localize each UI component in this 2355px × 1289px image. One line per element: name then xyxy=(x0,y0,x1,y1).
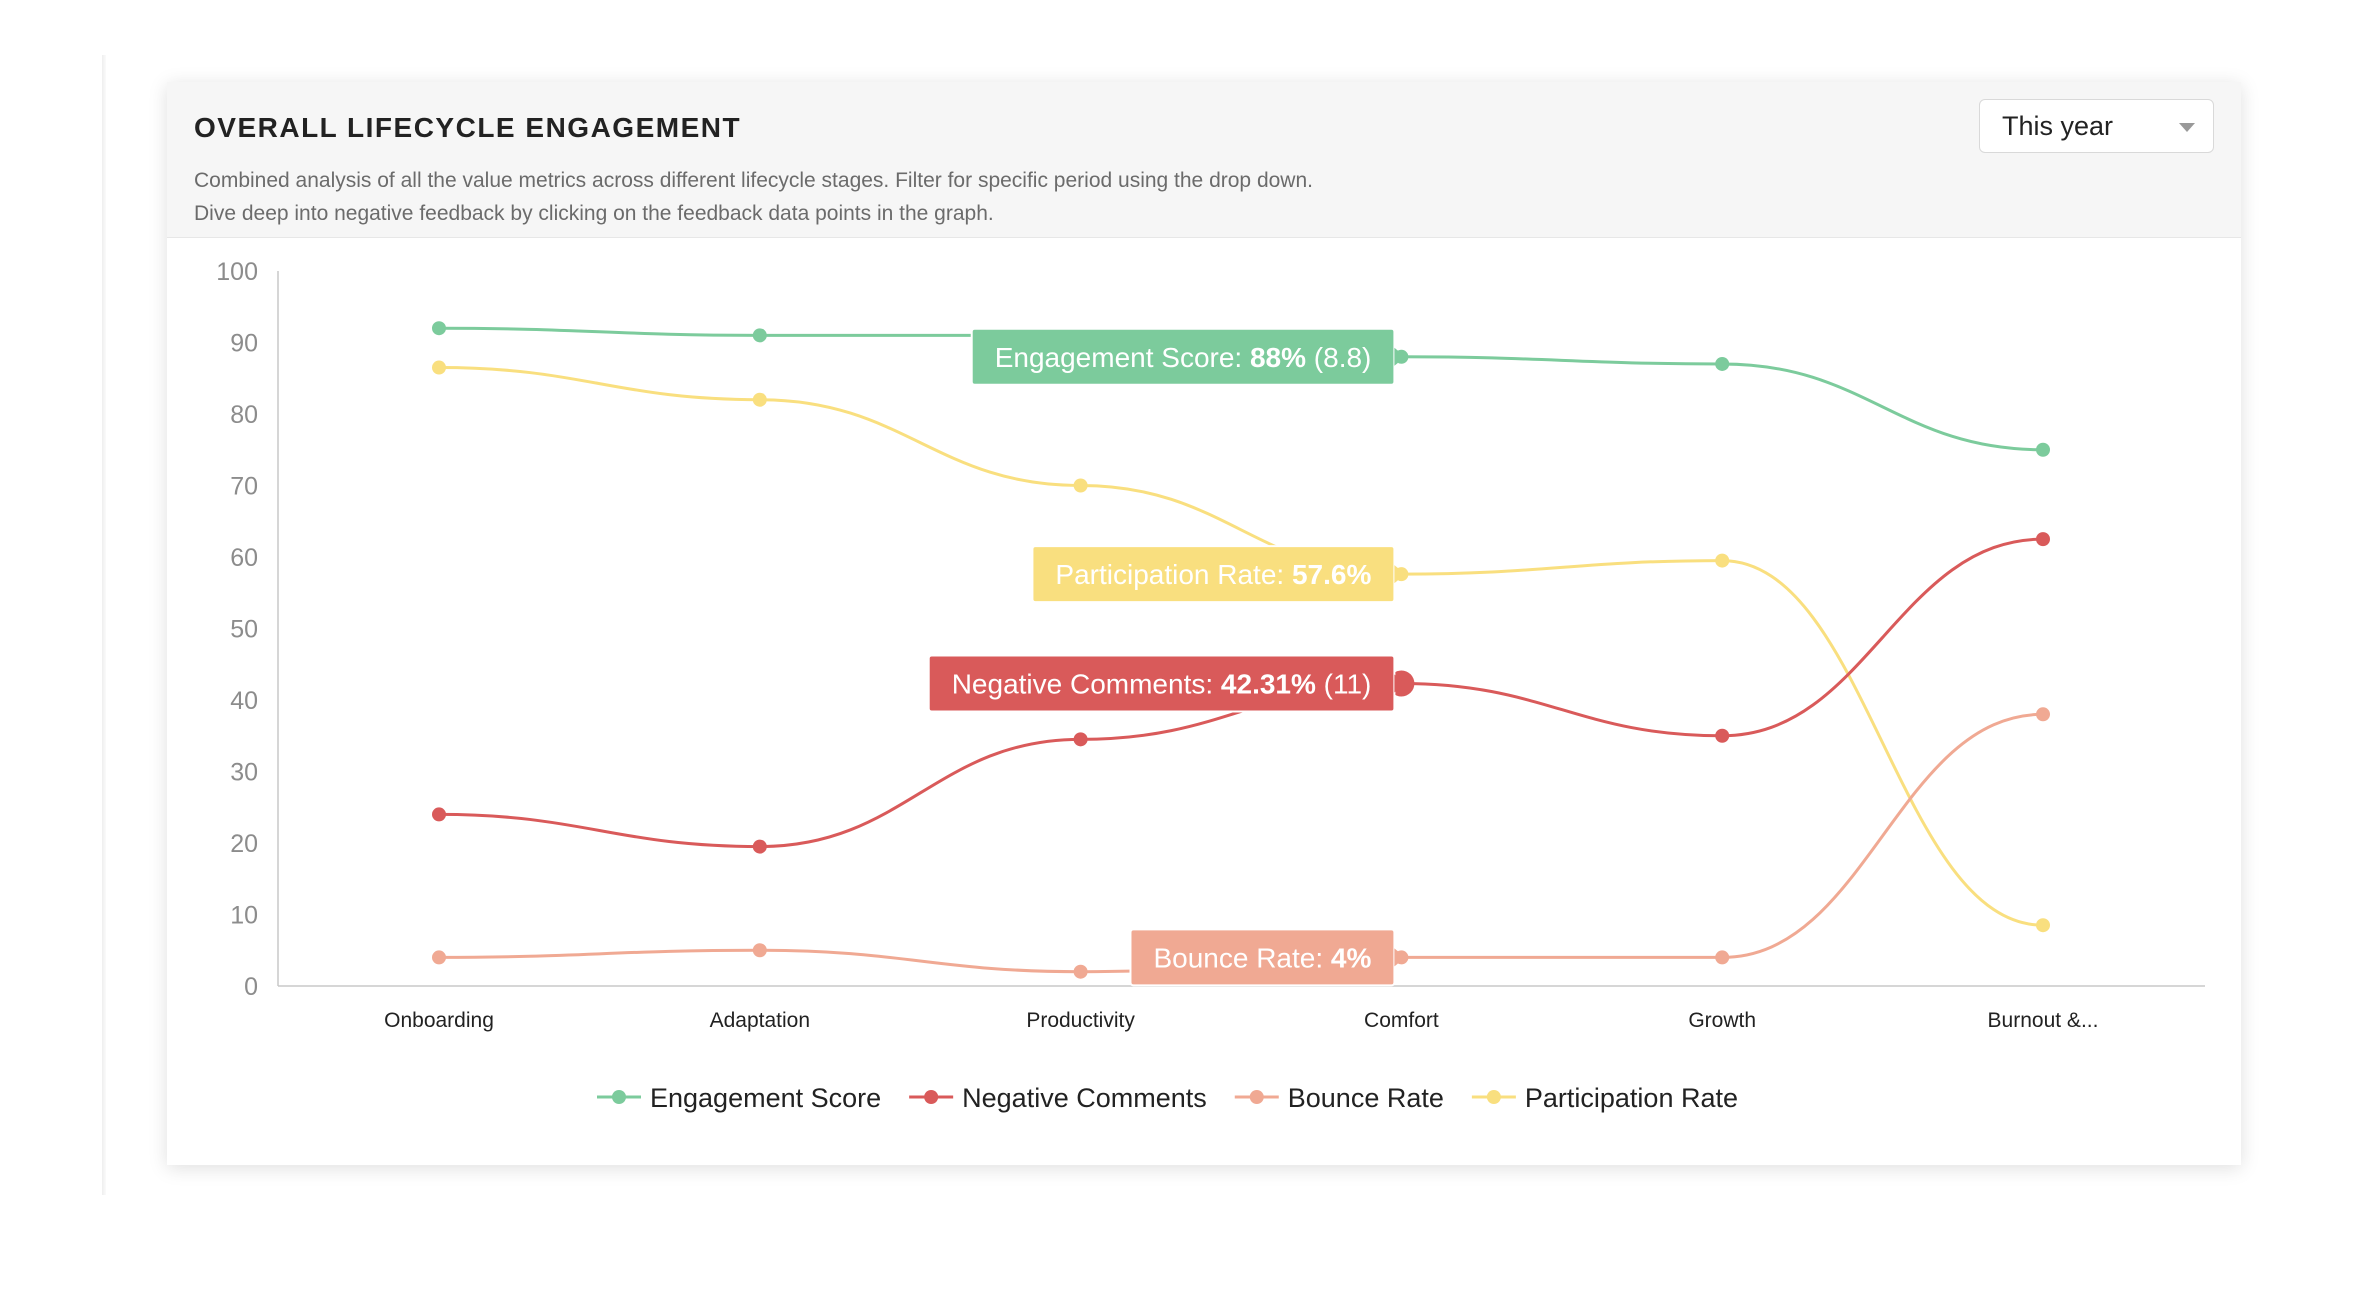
y-tick-label: 60 xyxy=(230,544,258,572)
tooltip-label: Participation Rate: xyxy=(1055,559,1292,590)
card-header: OVERALL LIFECYCLE ENGAGEMENT Combined an… xyxy=(167,82,2241,238)
data-point xyxy=(1715,553,1730,568)
data-point[interactable] xyxy=(1715,728,1730,743)
data-point xyxy=(1715,356,1730,371)
y-tick-label: 0 xyxy=(244,973,258,1001)
x-tick-label: Productivity xyxy=(1026,1009,1135,1032)
y-tick-label: 90 xyxy=(230,330,258,358)
tooltip-text: Engagement Score: 88% (8.8) xyxy=(995,342,1372,373)
card-description: Combined analysis of all the value metri… xyxy=(194,164,1313,230)
period-select-value: This year xyxy=(2002,111,2114,141)
tooltip-label: Engagement Score: xyxy=(995,342,1250,373)
legend-item[interactable]: Engagement Score xyxy=(597,1083,881,1113)
legend-item[interactable]: Bounce Rate xyxy=(1234,1083,1444,1113)
tooltip-value: 57.6% xyxy=(1292,559,1371,590)
legend-item[interactable]: Negative Comments xyxy=(909,1083,1207,1113)
legend-item[interactable]: Participation Rate xyxy=(1471,1083,1738,1113)
data-point xyxy=(2036,442,2050,457)
legend-marker-icon xyxy=(612,1090,626,1104)
legend-marker-icon xyxy=(924,1090,939,1104)
y-tick-label: 100 xyxy=(216,258,258,286)
y-tick-label: 20 xyxy=(230,830,258,858)
tooltip: Engagement Score: 88% (8.8) xyxy=(970,327,1406,386)
tooltip: Bounce Rate: 4% xyxy=(1129,928,1406,987)
x-tick-label: Adaptation xyxy=(710,1009,810,1032)
data-point xyxy=(1715,950,1730,965)
tooltip-extra: (11) xyxy=(1316,668,1372,699)
tooltip-text: Negative Comments: 42.31% (11) xyxy=(952,668,1372,699)
y-axis-ticks: 0 10 20 30 40 50 60 70 80 90 100 xyxy=(216,258,258,1001)
tooltip-text: Bounce Rate: 4% xyxy=(1153,942,1371,973)
y-tick-label: 80 xyxy=(230,401,258,429)
description-line-2: Dive deep into negative feedback by clic… xyxy=(194,202,994,225)
legend-label: Bounce Rate xyxy=(1288,1083,1444,1113)
data-point xyxy=(2036,918,2050,933)
y-tick-label: 10 xyxy=(230,902,258,930)
data-point xyxy=(432,950,446,965)
tooltip-extra: (8.8) xyxy=(1306,342,1371,373)
legend-label: Participation Rate xyxy=(1525,1083,1738,1113)
tooltip-label: Bounce Rate: xyxy=(1153,942,1330,973)
data-point xyxy=(752,943,767,958)
tooltip-arrow xyxy=(1394,347,1406,366)
legend-marker-icon xyxy=(1249,1090,1264,1104)
data-point xyxy=(432,360,446,375)
left-edge-divider xyxy=(102,55,106,1195)
tooltip-value: 42.31% xyxy=(1221,668,1316,699)
data-point xyxy=(1073,964,1088,979)
x-tick-label: Comfort xyxy=(1364,1009,1439,1032)
legend: Engagement Score Negative Comments Bounce … xyxy=(597,1083,1738,1113)
tooltip-arrow xyxy=(1394,674,1406,693)
legend-label: Negative Comments xyxy=(962,1083,1207,1113)
y-tick-label: 50 xyxy=(230,616,258,644)
legend-marker-icon xyxy=(1486,1090,1501,1104)
tooltip: Negative Comments: 42.31% (11) xyxy=(927,654,1406,713)
x-tick-label: Burnout &... xyxy=(1988,1009,2099,1032)
data-point xyxy=(2036,707,2050,722)
tooltip-arrow xyxy=(1394,565,1406,584)
y-tick-label: 30 xyxy=(230,759,258,787)
tooltip: Participation Rate: 57.6% xyxy=(1031,545,1406,604)
tooltip-layer: Engagement Score: 88% (8.8) Participation… xyxy=(927,327,1406,987)
data-point xyxy=(1073,478,1088,493)
data-point[interactable] xyxy=(752,839,767,854)
data-point xyxy=(752,328,767,343)
data-point[interactable] xyxy=(1073,732,1088,747)
tooltip-value: 88% xyxy=(1250,342,1306,373)
data-point[interactable] xyxy=(2036,532,2050,547)
series-layer xyxy=(432,321,2050,979)
chevron-down-icon xyxy=(2179,123,2195,132)
tooltip-label: Negative Comments: xyxy=(952,668,1221,699)
tooltip-text: Participation Rate: 57.6% xyxy=(1055,559,1371,590)
tooltip-value: 4% xyxy=(1331,942,1372,973)
data-point xyxy=(432,321,446,336)
data-point[interactable] xyxy=(432,807,446,822)
legend-label: Engagement Score xyxy=(650,1083,881,1113)
period-select[interactable]: This year xyxy=(1979,99,2214,153)
card-title: OVERALL LIFECYCLE ENGAGEMENT xyxy=(194,112,742,143)
y-tick-label: 40 xyxy=(230,687,258,715)
description-line-1: Combined analysis of all the value metri… xyxy=(194,169,1313,192)
tooltip-arrow xyxy=(1394,948,1406,967)
y-tick-label: 70 xyxy=(230,473,258,501)
x-tick-label: Onboarding xyxy=(384,1009,494,1032)
data-point xyxy=(752,392,767,407)
x-axis-ticks: Onboarding Adaptation Productivity Comfort G… xyxy=(384,1009,2098,1032)
x-tick-label: Growth xyxy=(1688,1009,1756,1032)
